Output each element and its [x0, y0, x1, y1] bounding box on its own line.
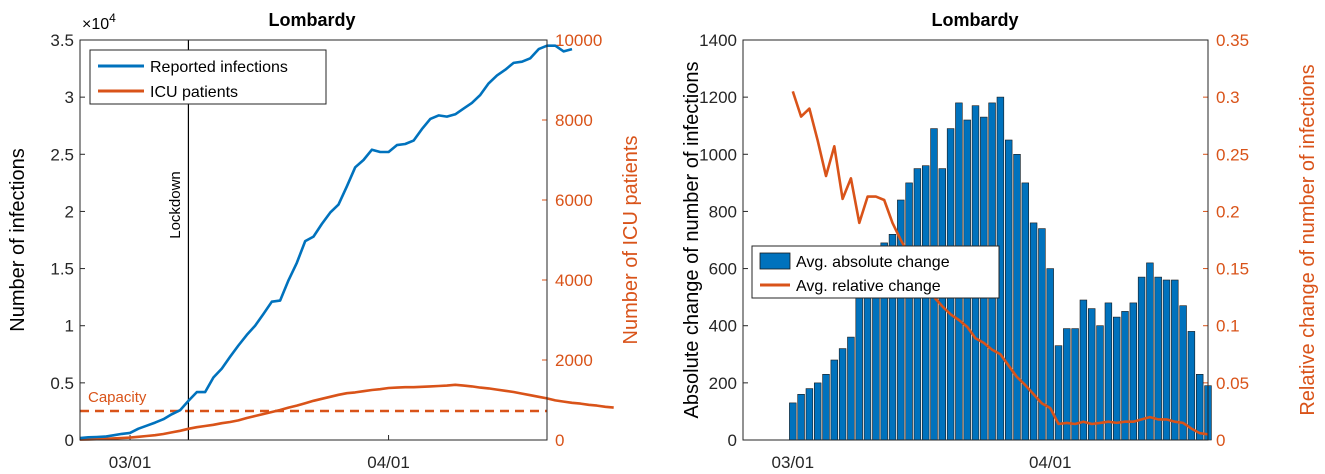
chart-left-title: Lombardy — [268, 10, 355, 30]
x-tick-label: 03/01 — [109, 453, 152, 472]
chart-left: Lombardy ×104 Number of infections Numbe… — [7, 10, 642, 472]
bar — [1187, 331, 1196, 441]
y-tick-label: 0.5 — [50, 374, 74, 393]
bar — [1129, 302, 1138, 441]
y-tick-label: 1 — [65, 317, 74, 336]
y-tick-label: 1000 — [699, 145, 737, 164]
y-right-tick-label: 2000 — [555, 351, 593, 370]
y-right-tick-label: 0.05 — [1216, 374, 1249, 393]
lockdown-label: Lockdown — [167, 171, 184, 239]
y-tick-label: 800 — [709, 202, 737, 221]
legend-label-infections: Reported infections — [150, 59, 288, 76]
bar — [830, 359, 839, 441]
bar — [1054, 345, 1063, 441]
chart-right: Lombardy Absolute change of number of in… — [681, 10, 1319, 472]
y-tick-label: 0 — [728, 431, 737, 450]
bar — [1013, 154, 1021, 441]
legend-box — [89, 49, 327, 105]
x-tick-label: 04/01 — [1029, 453, 1072, 472]
y-tick-label: 400 — [709, 317, 737, 336]
relative-change-line — [791, 90, 1209, 436]
bar — [1088, 308, 1096, 441]
bar — [789, 402, 797, 441]
legend-label-absolute: Avg. absolute change — [796, 254, 950, 271]
y-tick-label: 3.5 — [50, 31, 74, 50]
bar — [1021, 182, 1030, 441]
y-tick-label: 200 — [709, 374, 737, 393]
chart-right-legend: Avg. absolute change Avg. relative chang… — [751, 245, 1000, 299]
capacity-label: Capacity — [88, 389, 147, 406]
y-right-tick-label: 0.25 — [1216, 145, 1249, 164]
chart-left-plot-area: 03/01 04/01 0 0.5 1 1.5 2 2.5 3 3.5 0 2000 4000 6000 8… — [50, 31, 614, 472]
bar — [921, 165, 930, 441]
legend-label-relative: Avg. relative change — [796, 278, 941, 295]
y-right-tick-label: 10000 — [555, 31, 602, 50]
bar — [1079, 299, 1088, 441]
legend-label-icu: ICU patients — [150, 84, 238, 101]
y-tick-label: 600 — [709, 260, 737, 279]
bar — [1146, 262, 1154, 441]
y-right-tick-label: 6000 — [555, 191, 593, 210]
y-right-tick-label: 8000 — [555, 111, 593, 130]
bar — [1196, 373, 1204, 441]
bar — [1179, 305, 1187, 441]
bar — [847, 336, 855, 441]
reported-infections-line — [79, 44, 573, 440]
chart-right-ylabel-right: Relative change of number of infections — [1297, 64, 1319, 415]
y-tick-label: 2.5 — [50, 145, 74, 164]
y-exponent-base: ×10 — [82, 16, 109, 33]
y-right-tick-label: 0 — [1216, 431, 1225, 450]
y-tick-label: 2 — [65, 202, 74, 221]
chart-right-ylabel: Absolute change of number of infections — [681, 62, 703, 419]
bar — [813, 382, 822, 441]
chart-left-ylabel-right: Number of ICU patients — [620, 136, 642, 345]
bar — [838, 348, 847, 441]
y-exponent-label: ×104 — [82, 11, 116, 33]
bar — [1171, 279, 1179, 441]
chart-right-axes-box — [742, 39, 1209, 441]
chart-left-legend: Reported infections ICU patients — [89, 49, 327, 105]
y-right-tick-label: 0.1 — [1216, 317, 1240, 336]
x-tick-label: 04/01 — [367, 453, 410, 472]
y-tick-label: 1400 — [699, 31, 737, 50]
y-right-tick-label: 0.15 — [1216, 260, 1249, 279]
chart-left-ylabel: Number of infections — [7, 148, 29, 331]
y-right-tick-label: 0.2 — [1216, 202, 1240, 221]
x-tick-label: 03/01 — [772, 453, 815, 472]
bar — [1004, 139, 1013, 441]
bar — [1029, 222, 1038, 441]
y-right-tick-label: 4000 — [555, 271, 593, 290]
y-tick-label: 1.5 — [50, 260, 74, 279]
chart-left-axes-box — [79, 39, 548, 441]
bar — [822, 373, 830, 441]
y-right-tick-label: 0.35 — [1216, 31, 1249, 50]
bar — [905, 182, 913, 441]
bar — [1137, 276, 1146, 441]
bar — [797, 393, 805, 441]
bar — [1162, 279, 1171, 441]
bar — [855, 296, 863, 441]
legend-swatch-absolute — [759, 252, 791, 270]
bar — [1154, 276, 1162, 441]
y-tick-label: 0 — [65, 431, 74, 450]
bar — [1104, 302, 1113, 441]
bar — [805, 388, 814, 441]
bar — [872, 285, 880, 441]
bar — [913, 168, 922, 441]
y-right-tick-label: 0 — [555, 431, 564, 450]
bar — [863, 285, 872, 441]
y-tick-label: 3 — [65, 88, 74, 107]
chart-right-title: Lombardy — [931, 10, 1018, 30]
bar — [1038, 228, 1046, 441]
icu-patients-line — [79, 383, 614, 441]
legend-box-right — [751, 245, 1000, 299]
y-right-tick-label: 0.3 — [1216, 88, 1240, 107]
y-exponent-power: 4 — [109, 11, 116, 25]
y-tick-label: 1200 — [699, 88, 737, 107]
